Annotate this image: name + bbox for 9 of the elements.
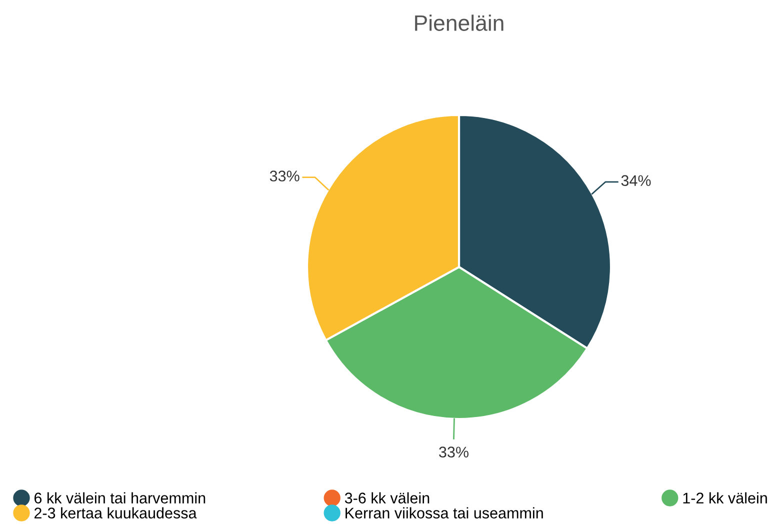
legend-label: 6 kk välein tai harvemmin [34,492,206,504]
legend-label: 3-6 kk välein [344,492,430,504]
chart-title: Pieneläin [415,14,504,31]
legend-label: 1-2 kk välein [683,492,767,504]
legend-label: 2-3 kertaa kuukaudessa [34,507,197,518]
data-label: 34% [621,175,651,186]
data-label: 33% [439,446,468,458]
data-label: 33% [270,170,300,182]
legend-label: Kerran viikossa tai useammin [346,507,543,518]
